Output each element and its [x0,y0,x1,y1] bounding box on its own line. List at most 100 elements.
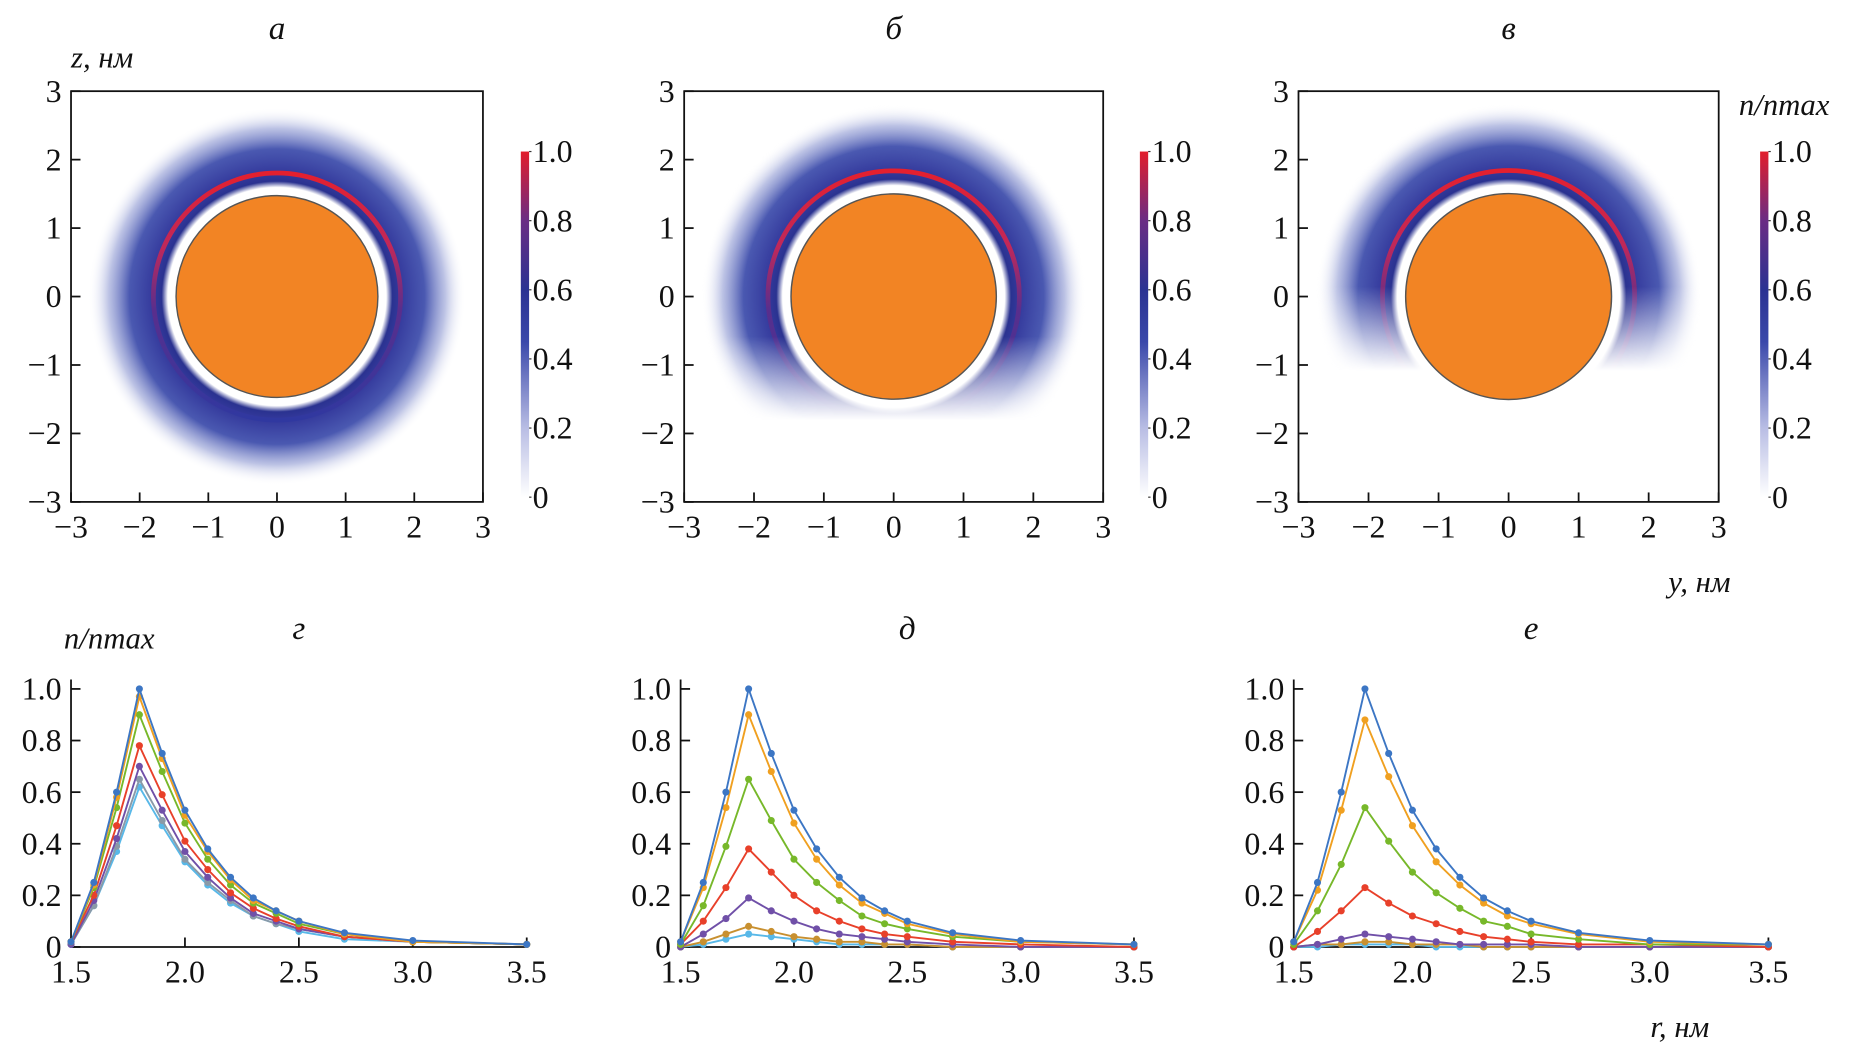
series-point [1503,922,1511,930]
series-point [745,894,753,902]
x-tick-label: 2.5 [279,954,319,989]
x-tick-label: 3.5 [1114,954,1154,989]
x-tick-label: 2 [406,509,422,544]
series-point [204,855,212,863]
series-point [949,938,957,946]
x-axis-label: r, нм [1650,1010,1709,1044]
series-point [1456,904,1464,912]
series-point [699,902,707,910]
series-point [722,804,730,812]
colorbar [1760,151,1769,498]
x-tick-label: 3 [1711,509,1727,544]
series-point [699,938,707,946]
series-point [790,933,798,941]
y-tick-label: −3 [641,485,675,520]
x-tick-label: −3 [1281,509,1315,544]
series-line [679,847,1134,948]
series-point [677,938,685,946]
series-point [1456,881,1464,889]
series-point [1361,804,1369,812]
y-tick-label: 2 [659,142,675,177]
series-point [1337,806,1345,814]
series-line [70,685,527,946]
x-tick-label: −2 [737,509,771,544]
series-point [745,685,753,693]
series-point [790,891,798,899]
series-point [226,889,235,897]
series-point [1313,940,1322,948]
series-point [790,806,798,814]
series-point [767,767,775,776]
series-point [1480,899,1488,907]
particle [1404,192,1613,401]
series-point [226,894,235,902]
x-axis-label: y, нм [1665,565,1730,599]
series-point [113,788,121,796]
series-point [204,845,212,853]
series-point [1408,868,1416,876]
series-point [249,904,257,912]
series-point [1480,940,1488,948]
series-point [858,925,866,933]
series-point [1456,940,1464,948]
series-point [722,915,730,923]
x-tick-label: 0 [269,509,285,544]
series-point [181,806,189,814]
y-tick-label: 0.6 [22,775,62,810]
series-point [135,685,143,693]
series-point [858,933,866,941]
y-tick-label: 0.6 [1244,775,1284,810]
series-line [1292,805,1769,946]
colorbar-tick-label: 0.8 [1772,203,1812,238]
series-point [1337,788,1345,796]
series-point [813,855,821,863]
y-tick-label: 0.8 [631,723,671,758]
series-point [858,894,866,902]
series-point [1017,936,1025,945]
series-point [1408,822,1416,830]
x-tick-label: 2.5 [1511,954,1551,989]
series-point [90,878,98,887]
series-point [1527,938,1535,946]
series-point [409,936,417,945]
series-line [679,685,1134,946]
y-tick-label: 0.2 [631,878,671,913]
series-line [680,896,1134,948]
density-field [88,107,466,486]
series-point [745,775,753,783]
x-tick-label: 2.0 [774,954,814,989]
x-tick-label: 0 [886,509,902,544]
x-tick-label: −1 [807,509,841,544]
x-tick-label: 3.5 [507,954,547,989]
series-point [1764,940,1772,948]
colorbar-tick-label: 0.8 [1152,203,1192,238]
series-point [1361,884,1369,892]
y-tick-label: 0 [46,930,62,965]
series-point [135,711,143,719]
x-tick-label: 2 [1025,509,1041,544]
series-point [340,929,348,937]
series-point [745,711,753,719]
colorbar-tick-label: 0.6 [1152,272,1192,307]
y-axis-label: n/nmax [64,622,155,656]
x-tick-label: 1.5 [1274,954,1314,989]
series-point [835,930,843,938]
series-line [1292,716,1769,946]
x-tick-label: −2 [123,509,157,544]
x-tick-label: 2 [1641,509,1657,544]
y-tick-label: 1 [659,211,675,246]
y-tick-label: −2 [641,416,675,451]
series-point [745,922,753,930]
particle [175,194,379,399]
series-point [226,873,235,881]
series-point [767,907,775,915]
series-point [135,742,143,750]
series-point [835,917,843,925]
colorbar-tick-label: 0.2 [1772,411,1812,446]
series-point [1527,930,1535,938]
x-tick-label: 2.0 [165,954,205,989]
series-line [1293,886,1769,948]
y-tick-label: −2 [1255,416,1289,451]
series-point [699,878,707,887]
series-point [767,933,775,941]
